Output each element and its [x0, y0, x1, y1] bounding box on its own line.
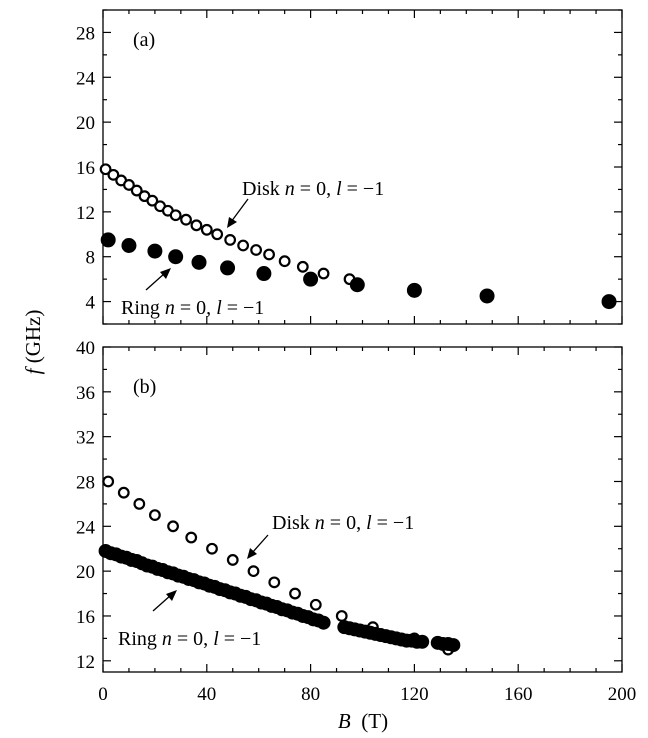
disk-data-point [317, 267, 330, 280]
panel-a: 4 8 12 16 20 24 28 (a) Disk n = 0, l = −1 Ring… [76, 9, 623, 325]
panel-a-disk-annotation: Disk n = 0, l = −1 [242, 178, 384, 200]
x-axis-title: B (T) [338, 709, 388, 733]
ring-data-point [147, 243, 163, 259]
panel-b-y-tick-labels: 12 16 20 24 28 32 36 40 [76, 338, 96, 673]
panel-a-ring-annotation: Ring n = 0, l = −1 [121, 297, 264, 319]
y-tick-label: 20 [76, 562, 95, 583]
panel-b-x-tick-labels: 0 40 80 120 160 200 [98, 684, 636, 705]
x-tick-label: 40 [197, 684, 216, 705]
disk-data-point [206, 542, 218, 555]
disk-data-point [224, 233, 237, 246]
y-tick-label: 8 [86, 248, 96, 269]
disk-data-point [167, 520, 179, 533]
ring-data-point [303, 271, 319, 287]
disk-data-point [107, 168, 120, 181]
x-tick-label: 120 [400, 684, 429, 705]
x-tick-label: 200 [608, 684, 637, 705]
panel-b-disk-arrow [247, 534, 269, 559]
panel-a-ticks [102, 9, 623, 325]
disk-data-point [226, 554, 239, 566]
panel-b-ticks [102, 346, 623, 672]
ring-data-point [256, 266, 272, 282]
disk-data-point [268, 576, 281, 589]
y-tick-label: 16 [76, 158, 95, 179]
disk-data-point [99, 163, 112, 176]
panel-a-disk-arrow [227, 198, 249, 228]
panel-a-frame [102, 9, 623, 325]
y-tick-label: 28 [76, 472, 95, 493]
ring-data-point [121, 238, 137, 253]
y-tick-label: 16 [76, 607, 95, 628]
panel-b-label: (b) [133, 376, 156, 398]
disk-data-point [200, 223, 213, 236]
disk-data-point [335, 610, 348, 622]
ring-data-point [415, 634, 430, 649]
panel-a-label: (a) [133, 29, 155, 51]
disk-data-point [169, 209, 182, 222]
ring-data-point [220, 260, 236, 276]
disk-data-point [148, 509, 161, 522]
y-tick-label: 32 [76, 428, 95, 449]
disk-data-point [289, 587, 301, 600]
panel-a-data-marks [99, 163, 617, 310]
disk-data-point [133, 497, 146, 510]
disk-data-point [123, 179, 135, 191]
y-axis-title: f (GHz) [21, 310, 45, 375]
disk-data-point [185, 531, 198, 544]
y-tick-label: 28 [76, 23, 95, 44]
y-tick-label: 36 [76, 383, 95, 404]
ring-data-point [406, 282, 422, 298]
disk-data-point [263, 248, 275, 261]
disk-data-point [180, 213, 192, 226]
disk-data-point [309, 598, 322, 611]
y-tick-label: 24 [76, 517, 96, 538]
disk-data-point [130, 184, 143, 197]
y-tick-label: 12 [76, 652, 95, 673]
x-tick-label: 80 [301, 684, 320, 705]
y-tick-label: 4 [86, 293, 96, 314]
disk-data-point [211, 228, 224, 241]
disk-data-point [247, 565, 260, 578]
disk-data-point [278, 255, 291, 268]
y-tick-label: 24 [76, 68, 96, 89]
panel-b-disk-annotation: Disk n = 0, l = −1 [272, 512, 414, 534]
disk-data-point [146, 194, 159, 207]
panel-b-data-marks [98, 475, 461, 656]
disk-data-point [296, 260, 309, 273]
ring-data-point [349, 277, 365, 293]
panel-b-ring-arrow [152, 590, 177, 612]
ring-data-point [479, 288, 495, 304]
y-tick-label: 20 [76, 113, 95, 134]
ring-data-point [446, 638, 461, 653]
ring-data-point [316, 615, 331, 630]
panel-b: 12 16 20 24 28 32 36 40 0 40 80 120 160 200 (b) Disk… [76, 338, 636, 705]
panel-a-y-tick-labels: 4 8 12 16 20 24 28 [76, 23, 96, 313]
ring-data-point [100, 232, 116, 248]
y-tick-label: 40 [76, 338, 95, 359]
panel-b-frame [102, 346, 623, 673]
disk-data-point [237, 239, 250, 252]
x-tick-label: 160 [504, 684, 533, 705]
disk-data-point [250, 244, 263, 256]
ring-data-point [168, 249, 184, 265]
disk-data-point [102, 475, 115, 488]
panel-a-ring-arrow [145, 268, 171, 291]
panel-b-ring-annotation: Ring n = 0, l = −1 [118, 628, 261, 650]
x-tick-label: 0 [98, 684, 108, 705]
disk-data-point [190, 219, 203, 232]
ring-data-point [601, 294, 617, 310]
ring-data-point [191, 254, 207, 270]
y-tick-label: 12 [76, 203, 95, 224]
disk-data-point [117, 486, 130, 499]
